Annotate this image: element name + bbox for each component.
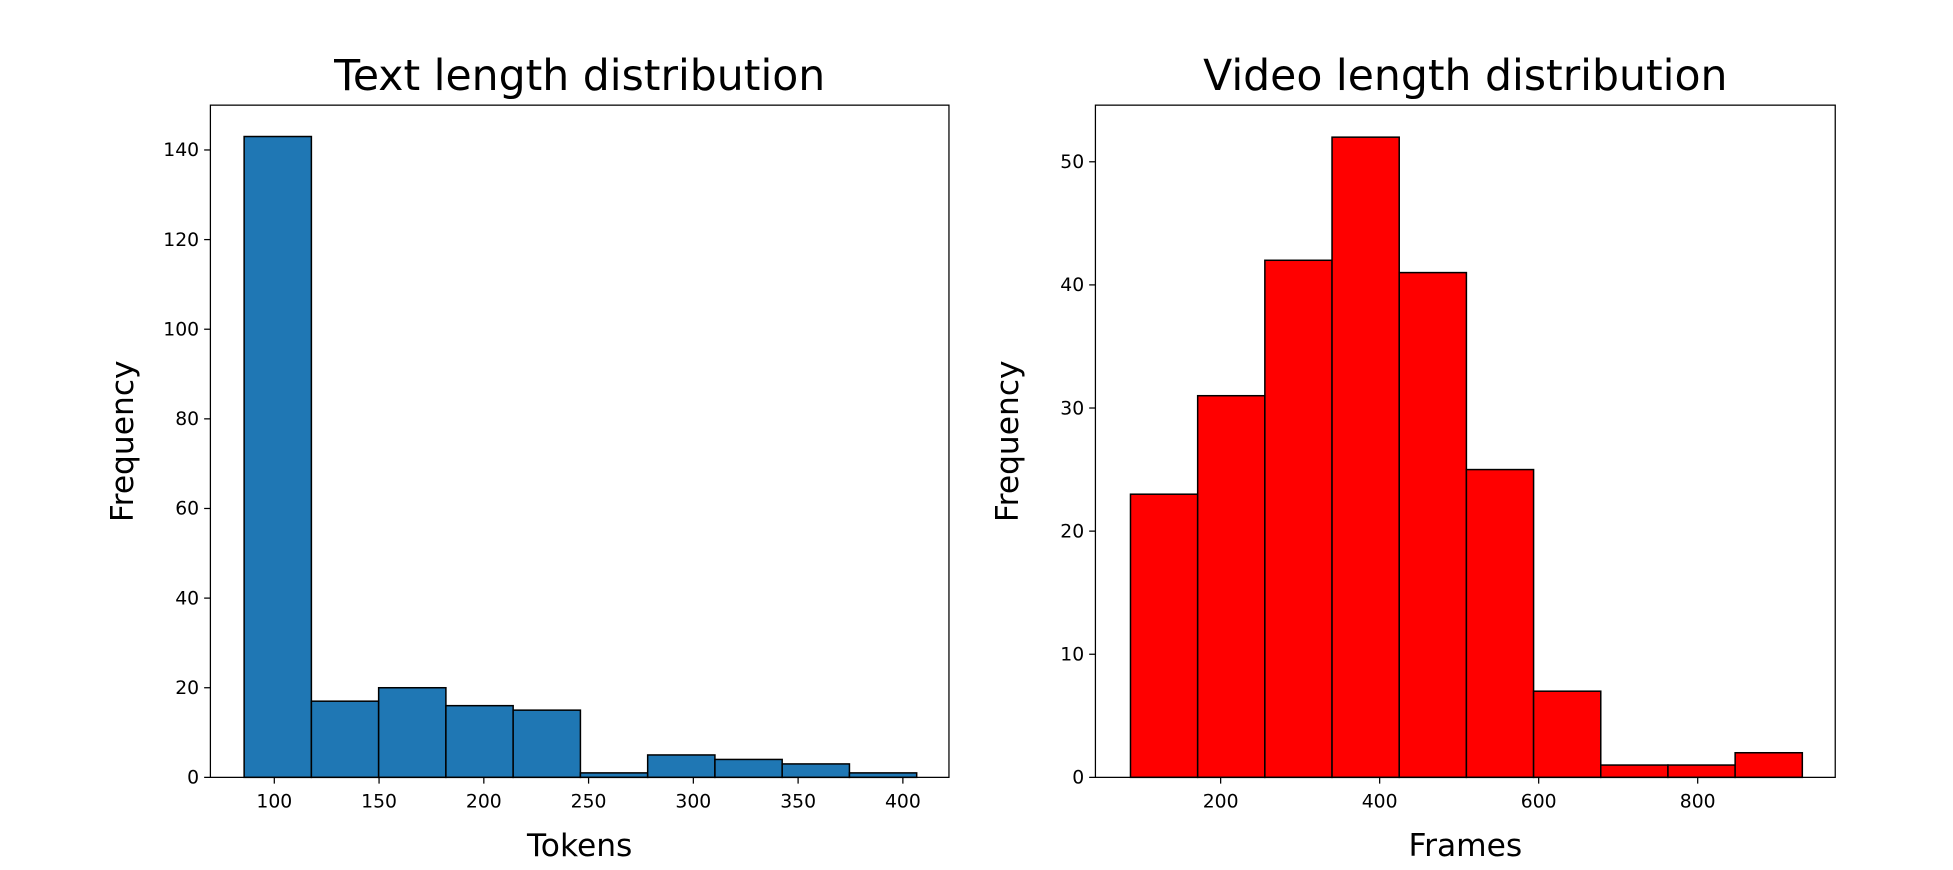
histogram-bar bbox=[512, 709, 582, 779]
x-tick-label: 200 bbox=[1203, 791, 1239, 812]
histogram-bar bbox=[781, 763, 851, 779]
y-tick-label: 40 bbox=[1060, 275, 1084, 296]
histogram-bar bbox=[1398, 271, 1468, 779]
x-axis-label: Tokens bbox=[526, 828, 632, 864]
axes-frame bbox=[209, 104, 950, 778]
y-tick-label: 40 bbox=[175, 588, 199, 609]
x-tick-label: 150 bbox=[361, 791, 397, 812]
x-axis-label: Frames bbox=[1408, 828, 1522, 864]
y-tick-label: 0 bbox=[187, 768, 199, 789]
histogram-bar bbox=[1264, 259, 1333, 779]
histogram-bar bbox=[1331, 136, 1400, 779]
histogram-bar bbox=[1196, 394, 1266, 779]
y-tick-label: 140 bbox=[163, 140, 199, 161]
x-tick-label: 200 bbox=[466, 791, 502, 812]
histogram-bar bbox=[1532, 690, 1602, 779]
x-tick-label: 300 bbox=[675, 791, 711, 812]
y-tick-label: 100 bbox=[163, 319, 199, 340]
axes-frame bbox=[1094, 104, 1836, 778]
y-tick-label: 80 bbox=[175, 409, 199, 430]
histogram-bar bbox=[646, 754, 716, 779]
x-tick-label: 400 bbox=[885, 791, 921, 812]
histogram-bar bbox=[377, 686, 447, 779]
y-axis-label: Frequency bbox=[105, 360, 141, 522]
chart-title: Text length distribution bbox=[333, 51, 825, 101]
histogram-bar bbox=[310, 700, 380, 779]
y-tick-label: 20 bbox=[1060, 521, 1084, 542]
y-tick-label: 30 bbox=[1060, 398, 1084, 419]
chart-title: Video length distribution bbox=[1203, 51, 1727, 101]
histogram-bar bbox=[579, 772, 649, 779]
histogram-bar bbox=[445, 704, 514, 779]
histogram-bar bbox=[1600, 764, 1669, 779]
histogram-bar bbox=[848, 772, 918, 779]
y-tick-label: 20 bbox=[175, 678, 199, 699]
histogram-bar bbox=[1465, 468, 1535, 779]
x-tick-label: 600 bbox=[1521, 791, 1557, 812]
y-tick-label: 50 bbox=[1060, 152, 1084, 173]
x-tick-label: 100 bbox=[256, 791, 292, 812]
y-tick-label: 60 bbox=[175, 499, 199, 520]
x-tick-label: 250 bbox=[571, 791, 607, 812]
y-tick-label: 120 bbox=[163, 230, 199, 251]
y-tick-label: 0 bbox=[1072, 768, 1084, 789]
histogram-bar bbox=[714, 758, 783, 779]
histogram-bar bbox=[1667, 764, 1736, 779]
histogram-bar bbox=[243, 135, 313, 779]
x-tick-label: 800 bbox=[1680, 791, 1716, 812]
y-tick-label: 10 bbox=[1060, 645, 1084, 666]
x-tick-label: 400 bbox=[1362, 791, 1398, 812]
x-tick-label: 350 bbox=[780, 791, 816, 812]
histogram-bar bbox=[1129, 493, 1199, 779]
histogram-bar bbox=[1734, 751, 1804, 779]
y-axis-label: Frequency bbox=[990, 360, 1026, 522]
